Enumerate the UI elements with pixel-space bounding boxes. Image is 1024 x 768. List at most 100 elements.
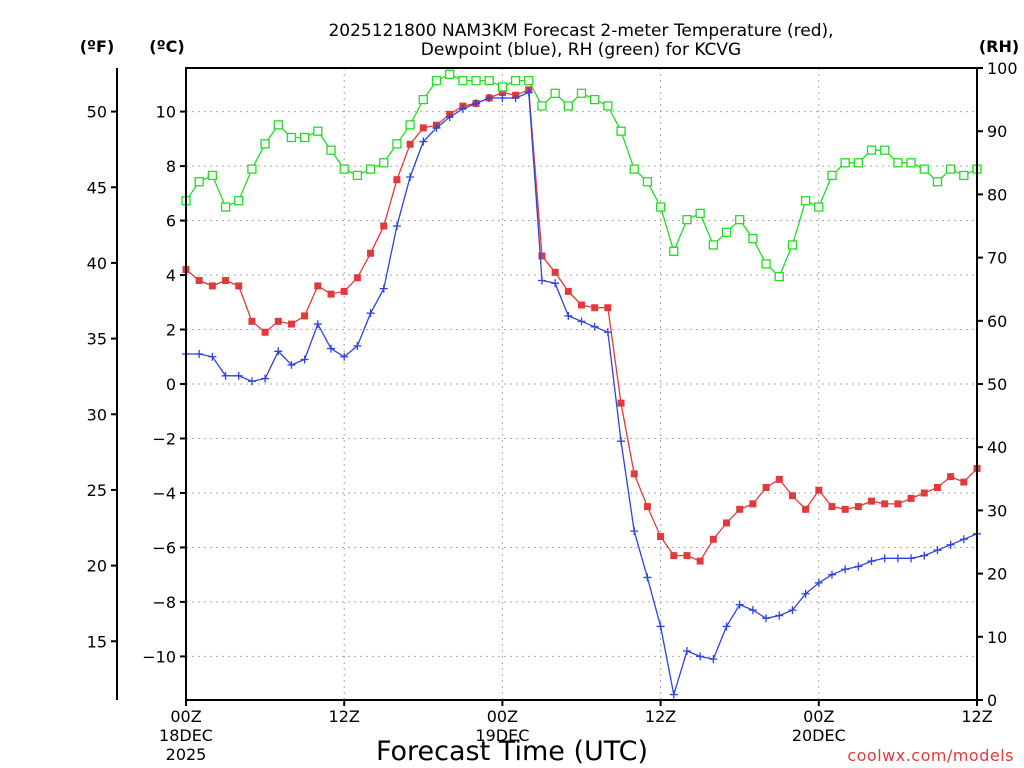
2-meter-temperature-point [960,478,968,486]
2-meter-temperature-point [208,282,216,290]
dewpoint-point [933,546,942,555]
2-meter-temperature-point [314,282,322,290]
dewpoint-point [630,527,639,536]
rh-point [379,158,389,168]
rh-point [919,164,929,174]
rh-point [405,120,415,130]
dewpoint-point [313,320,322,329]
dewpoint-point [748,606,757,615]
rh-tick-label: 0 [987,691,997,710]
dewpoint-point [498,93,507,102]
rh-point [695,208,705,219]
2-meter-temperature-point [749,500,757,508]
rh-point [945,164,956,174]
celsius-tick-label: 4 [166,266,176,285]
dewpoint-point [472,99,481,108]
fahrenheit-tick-label: 40 [87,254,107,273]
2-meter-temperature-point [564,287,572,295]
credit-text: coolwx.com/models [847,746,1014,765]
dewpoint-point [696,652,705,661]
rh-tick-label: 60 [987,312,1007,331]
fahrenheit-tick-label: 15 [87,632,107,651]
2-meter-temperature-point [920,489,928,497]
chart-title-line1: 2025121800 NAM3KM Forecast 2-meter Tempe… [328,21,833,41]
rh-point [880,145,890,155]
dewpoint-point [221,371,230,380]
dewpoint-point [287,360,296,369]
x-tick-label-time: 12Z [329,707,360,726]
rh-point [431,75,442,86]
dewpoint-point [814,578,823,587]
x-tick-label-time: 12Z [961,707,992,726]
dewpoint-point [208,352,217,361]
rh-point [800,196,811,206]
2-meter-temperature-point [828,503,836,511]
2-meter-temperature-point [419,124,427,132]
fahrenheit-tick-label: 20 [87,557,107,576]
rh-point [629,164,639,174]
rh-point [708,240,718,250]
dewpoint-point [656,622,665,631]
2-meter-temperature-point [696,557,704,565]
rh-point [616,126,626,136]
fahrenheit-tick-label: 35 [87,330,107,349]
2-meter-temperature-point [762,484,770,492]
2-meter-temperature-point [248,317,256,325]
2-meter-temperature-point [881,500,889,508]
2-meter-temperature-point [630,470,638,478]
x-tick-label-date: 18DEC [159,726,213,745]
2-meter-temperature-point [222,276,230,284]
2-meter-temperature-point [367,249,375,257]
dewpoint-point [788,606,797,615]
rh-point [669,246,679,256]
x-tick-label-date: 20DEC [792,726,846,745]
rh-point [458,75,468,86]
2-meter-temperature-point [868,497,876,505]
dewpoint-point [617,437,626,446]
dewpoint-point [801,589,810,598]
fahrenheit-tick-label: 50 [87,103,107,122]
rh-point [906,158,916,168]
2-meter-temperature-point [657,533,665,541]
dewpoint-point [524,88,533,97]
dewpoint-point [195,350,204,359]
2-meter-temperature-point [274,317,282,325]
rh-point [840,158,850,168]
dewpoint-point [511,93,520,102]
fahrenheit-tick-label: 45 [87,178,107,197]
dewpoint-point [946,540,955,549]
2-meter-temperature-point [907,494,915,502]
rh-point [735,215,745,225]
2-meter-temperature-point [617,399,625,407]
2-meter-temperature-point [551,268,559,276]
2-meter-temperature-point [195,276,203,284]
2-meter-temperature-point [406,140,414,148]
2-meter-temperature-point [802,505,810,513]
2-meter-temperature-point [947,473,955,481]
rh-tick-label: 80 [987,185,1007,204]
dewpoint-point [709,655,718,664]
rh-tick-label: 20 [987,565,1007,584]
rh-point [959,170,969,181]
2-meter-temperature-point [340,287,348,295]
dewpoint-point [603,328,612,337]
rh-point [365,164,376,174]
2-meter-temperature-point [854,503,862,511]
dewpoint-point [234,371,243,380]
dewpoint-point [274,347,283,356]
rh-point [352,170,363,181]
2-meter-temperature-point [287,320,295,328]
dewpoint-point [722,622,731,631]
rh-point [550,88,560,98]
fahrenheit-tick-label: 30 [87,405,107,424]
celsius-tick-label: 2 [166,321,176,340]
fahrenheit-unit-label: (ºF) [80,37,115,56]
celsius-tick-label: 0 [166,375,176,394]
dewpoint-line [186,91,978,695]
axes: −10−8−6−4−202468101520253035404550010203… [87,59,1018,764]
rh-unit-label: (RH) [979,37,1019,56]
rh-point [827,170,837,181]
2-meter-temperature-point [709,535,717,543]
dewpoint-point [564,311,573,320]
